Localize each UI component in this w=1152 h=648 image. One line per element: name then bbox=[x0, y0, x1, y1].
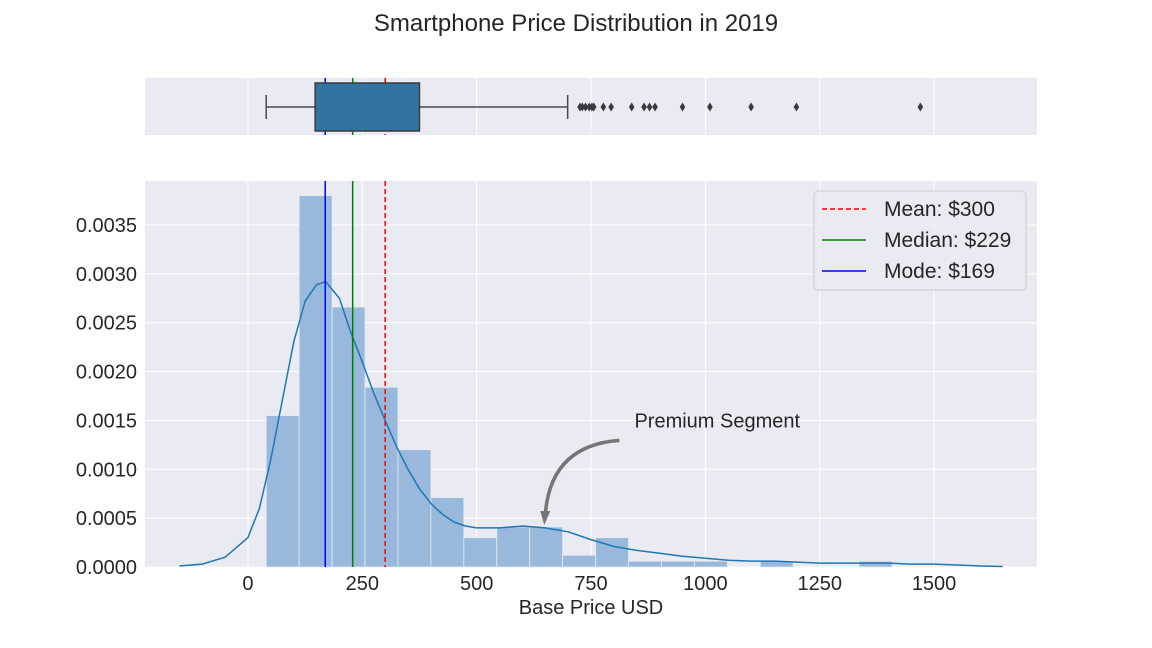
histogram-bar bbox=[364, 386, 399, 568]
reference-lines bbox=[324, 181, 386, 567]
y-tick-label: 0.0020 bbox=[76, 362, 137, 384]
histogram-bar bbox=[265, 415, 300, 568]
histogram-bar bbox=[661, 560, 695, 568]
outlier-marker bbox=[679, 102, 686, 112]
outlier-marker bbox=[707, 102, 713, 112]
chart-title: Smartphone Price Distribution in 2019 bbox=[374, 10, 778, 37]
histogram-bar bbox=[463, 537, 498, 568]
boxplot-body bbox=[265, 82, 569, 132]
y-tick-label: 0.0025 bbox=[76, 313, 137, 335]
legend: Mean: $300 Median: $229 Mode: $169 bbox=[813, 190, 1027, 291]
outlier-marker bbox=[582, 102, 589, 112]
boxplot-panel bbox=[145, 78, 1037, 135]
kde-curve bbox=[179, 280, 1003, 568]
outlier-marker bbox=[793, 102, 800, 112]
histogram-bar bbox=[397, 449, 432, 568]
histogram-panel: 0 250 500 750 1000 1250 1500 0.0000 0.0005 0.001… bbox=[76, 181, 1037, 619]
x-tick-label: 750 bbox=[574, 573, 607, 595]
x-tick-label: 250 bbox=[346, 573, 379, 595]
y-tick-label: 0.0015 bbox=[76, 410, 137, 432]
histogram-bars bbox=[265, 195, 893, 568]
interquartile-box bbox=[314, 82, 421, 132]
y-tick-label: 0.0000 bbox=[76, 557, 137, 579]
legend-box bbox=[813, 190, 1027, 291]
x-tick-label: 1250 bbox=[797, 573, 842, 595]
histogram-bar bbox=[562, 554, 596, 568]
legend-mode-label: Mode: $169 bbox=[884, 260, 995, 283]
x-tick-labels: 0 250 500 750 1000 1250 1500 bbox=[242, 573, 956, 595]
outlier-marker bbox=[748, 102, 754, 112]
outlier-marker bbox=[646, 102, 653, 112]
annotation-text: Premium Segment bbox=[634, 410, 800, 432]
outlier-marker bbox=[608, 102, 614, 112]
outlier-marker bbox=[600, 102, 607, 112]
y-tick-label: 0.0030 bbox=[76, 264, 137, 286]
legend-median-label: Median: $229 bbox=[884, 229, 1011, 252]
outlier-marker bbox=[628, 102, 635, 112]
histogram-bar bbox=[529, 526, 564, 568]
histogram-bar bbox=[693, 560, 728, 568]
y-tick-label: 0.0005 bbox=[76, 508, 137, 530]
y-tick-labels: 0.0000 0.0005 0.0010 0.0015 0.0020 0.0025 0.00… bbox=[76, 215, 137, 579]
outlier-marker bbox=[590, 102, 597, 112]
x-tick-label: 500 bbox=[460, 573, 493, 595]
histogram-bar bbox=[298, 195, 333, 568]
outlier-marker bbox=[652, 102, 658, 112]
y-tick-label: 0.0035 bbox=[76, 215, 137, 237]
outlier-marker bbox=[579, 102, 586, 112]
boxplot-outliers bbox=[577, 102, 924, 112]
outlier-marker bbox=[641, 102, 647, 112]
annotation-arrowhead bbox=[540, 511, 551, 526]
annotation-arrow bbox=[543, 438, 620, 516]
premium-annotation: Premium Segment bbox=[540, 410, 801, 526]
x-tick-label: 1000 bbox=[683, 573, 728, 595]
histogram-bar bbox=[331, 306, 366, 568]
histogram-bar bbox=[496, 526, 531, 568]
legend-mean-label: Mean: $300 bbox=[884, 198, 995, 221]
x-tick-label: 0 bbox=[242, 573, 253, 595]
x-axis-label: Base Price USD bbox=[519, 597, 664, 619]
y-tick-label: 0.0010 bbox=[76, 459, 137, 481]
histogram-bar bbox=[858, 560, 893, 568]
outlier-marker bbox=[917, 102, 924, 112]
histogram-bar bbox=[628, 560, 662, 568]
x-tick-label: 1500 bbox=[912, 573, 957, 595]
